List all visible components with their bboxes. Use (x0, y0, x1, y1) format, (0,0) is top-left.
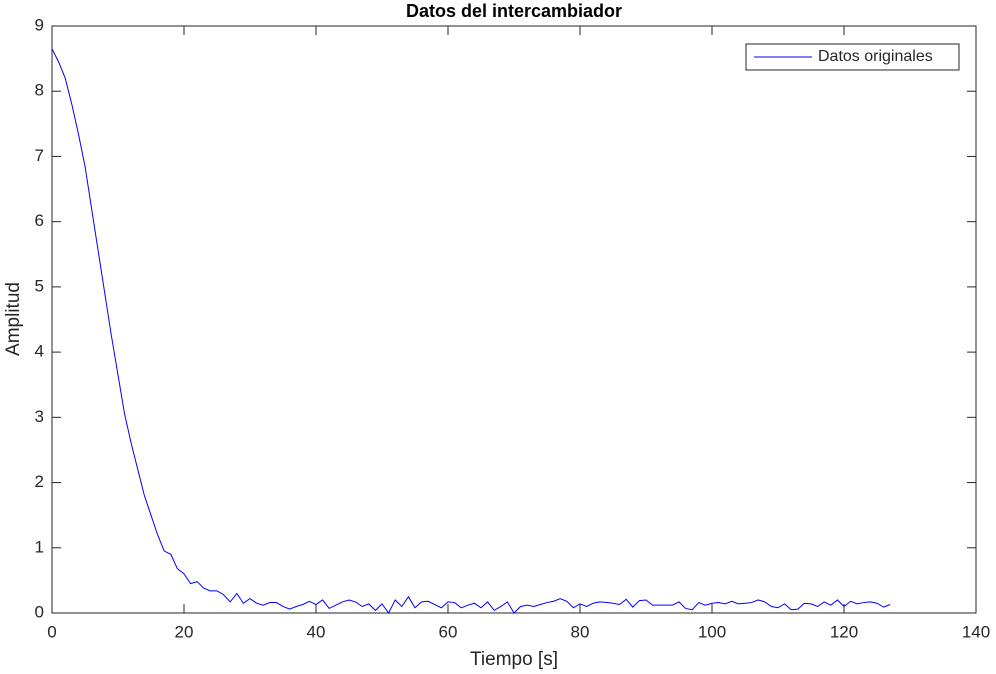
x-tick-label: 0 (47, 622, 56, 641)
y-tick-label: 0 (35, 602, 44, 621)
y-tick-label: 1 (35, 537, 44, 556)
chart-title: Datos del intercambiador (406, 1, 622, 21)
y-tick-label: 6 (35, 211, 44, 230)
y-tick-label: 9 (35, 15, 44, 34)
y-tick-label: 7 (35, 146, 44, 165)
y-tick-label: 4 (35, 342, 44, 361)
x-tick-label: 120 (830, 622, 858, 641)
y-tick-label: 2 (35, 472, 44, 491)
y-tick-label: 3 (35, 407, 44, 426)
x-tick-label: 80 (571, 622, 590, 641)
legend-label: Datos originales (818, 48, 933, 65)
x-tick-label: 140 (962, 622, 990, 641)
x-tick-label: 20 (175, 622, 194, 641)
x-tick-label: 100 (698, 622, 726, 641)
y-axis-label: Amplitud (3, 282, 24, 356)
y-tick-label: 5 (35, 276, 44, 295)
y-tick-label: 8 (35, 81, 44, 100)
x-tick-label: 60 (439, 622, 458, 641)
x-axis-label: Tiempo [s] (470, 649, 558, 670)
data-line (51, 48, 891, 614)
plot-area (51, 25, 977, 614)
x-tick-label: 40 (307, 622, 326, 641)
